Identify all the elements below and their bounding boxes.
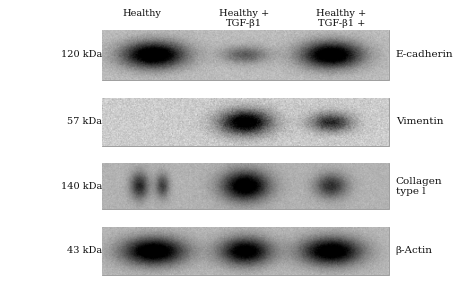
- Text: 120 kDa: 120 kDa: [61, 50, 102, 59]
- Text: E-cadherin: E-cadherin: [396, 50, 454, 59]
- Text: 43 kDa: 43 kDa: [67, 247, 102, 255]
- Text: Healthy: Healthy: [123, 9, 162, 18]
- Text: Healthy +
TGF-β1 +
SB-431542: Healthy + TGF-β1 + SB-431542: [314, 9, 369, 39]
- Bar: [102, 98, 389, 146]
- Text: 140 kDa: 140 kDa: [61, 182, 102, 191]
- Bar: [102, 30, 389, 80]
- Text: Vimentin: Vimentin: [396, 117, 443, 126]
- Text: Collagen
type l: Collagen type l: [396, 177, 442, 196]
- Bar: [102, 227, 389, 275]
- Bar: [102, 163, 389, 209]
- Text: β-Actin: β-Actin: [396, 247, 433, 255]
- Text: 57 kDa: 57 kDa: [67, 117, 102, 126]
- Text: Healthy +
TGF-β1: Healthy + TGF-β1: [219, 9, 269, 28]
